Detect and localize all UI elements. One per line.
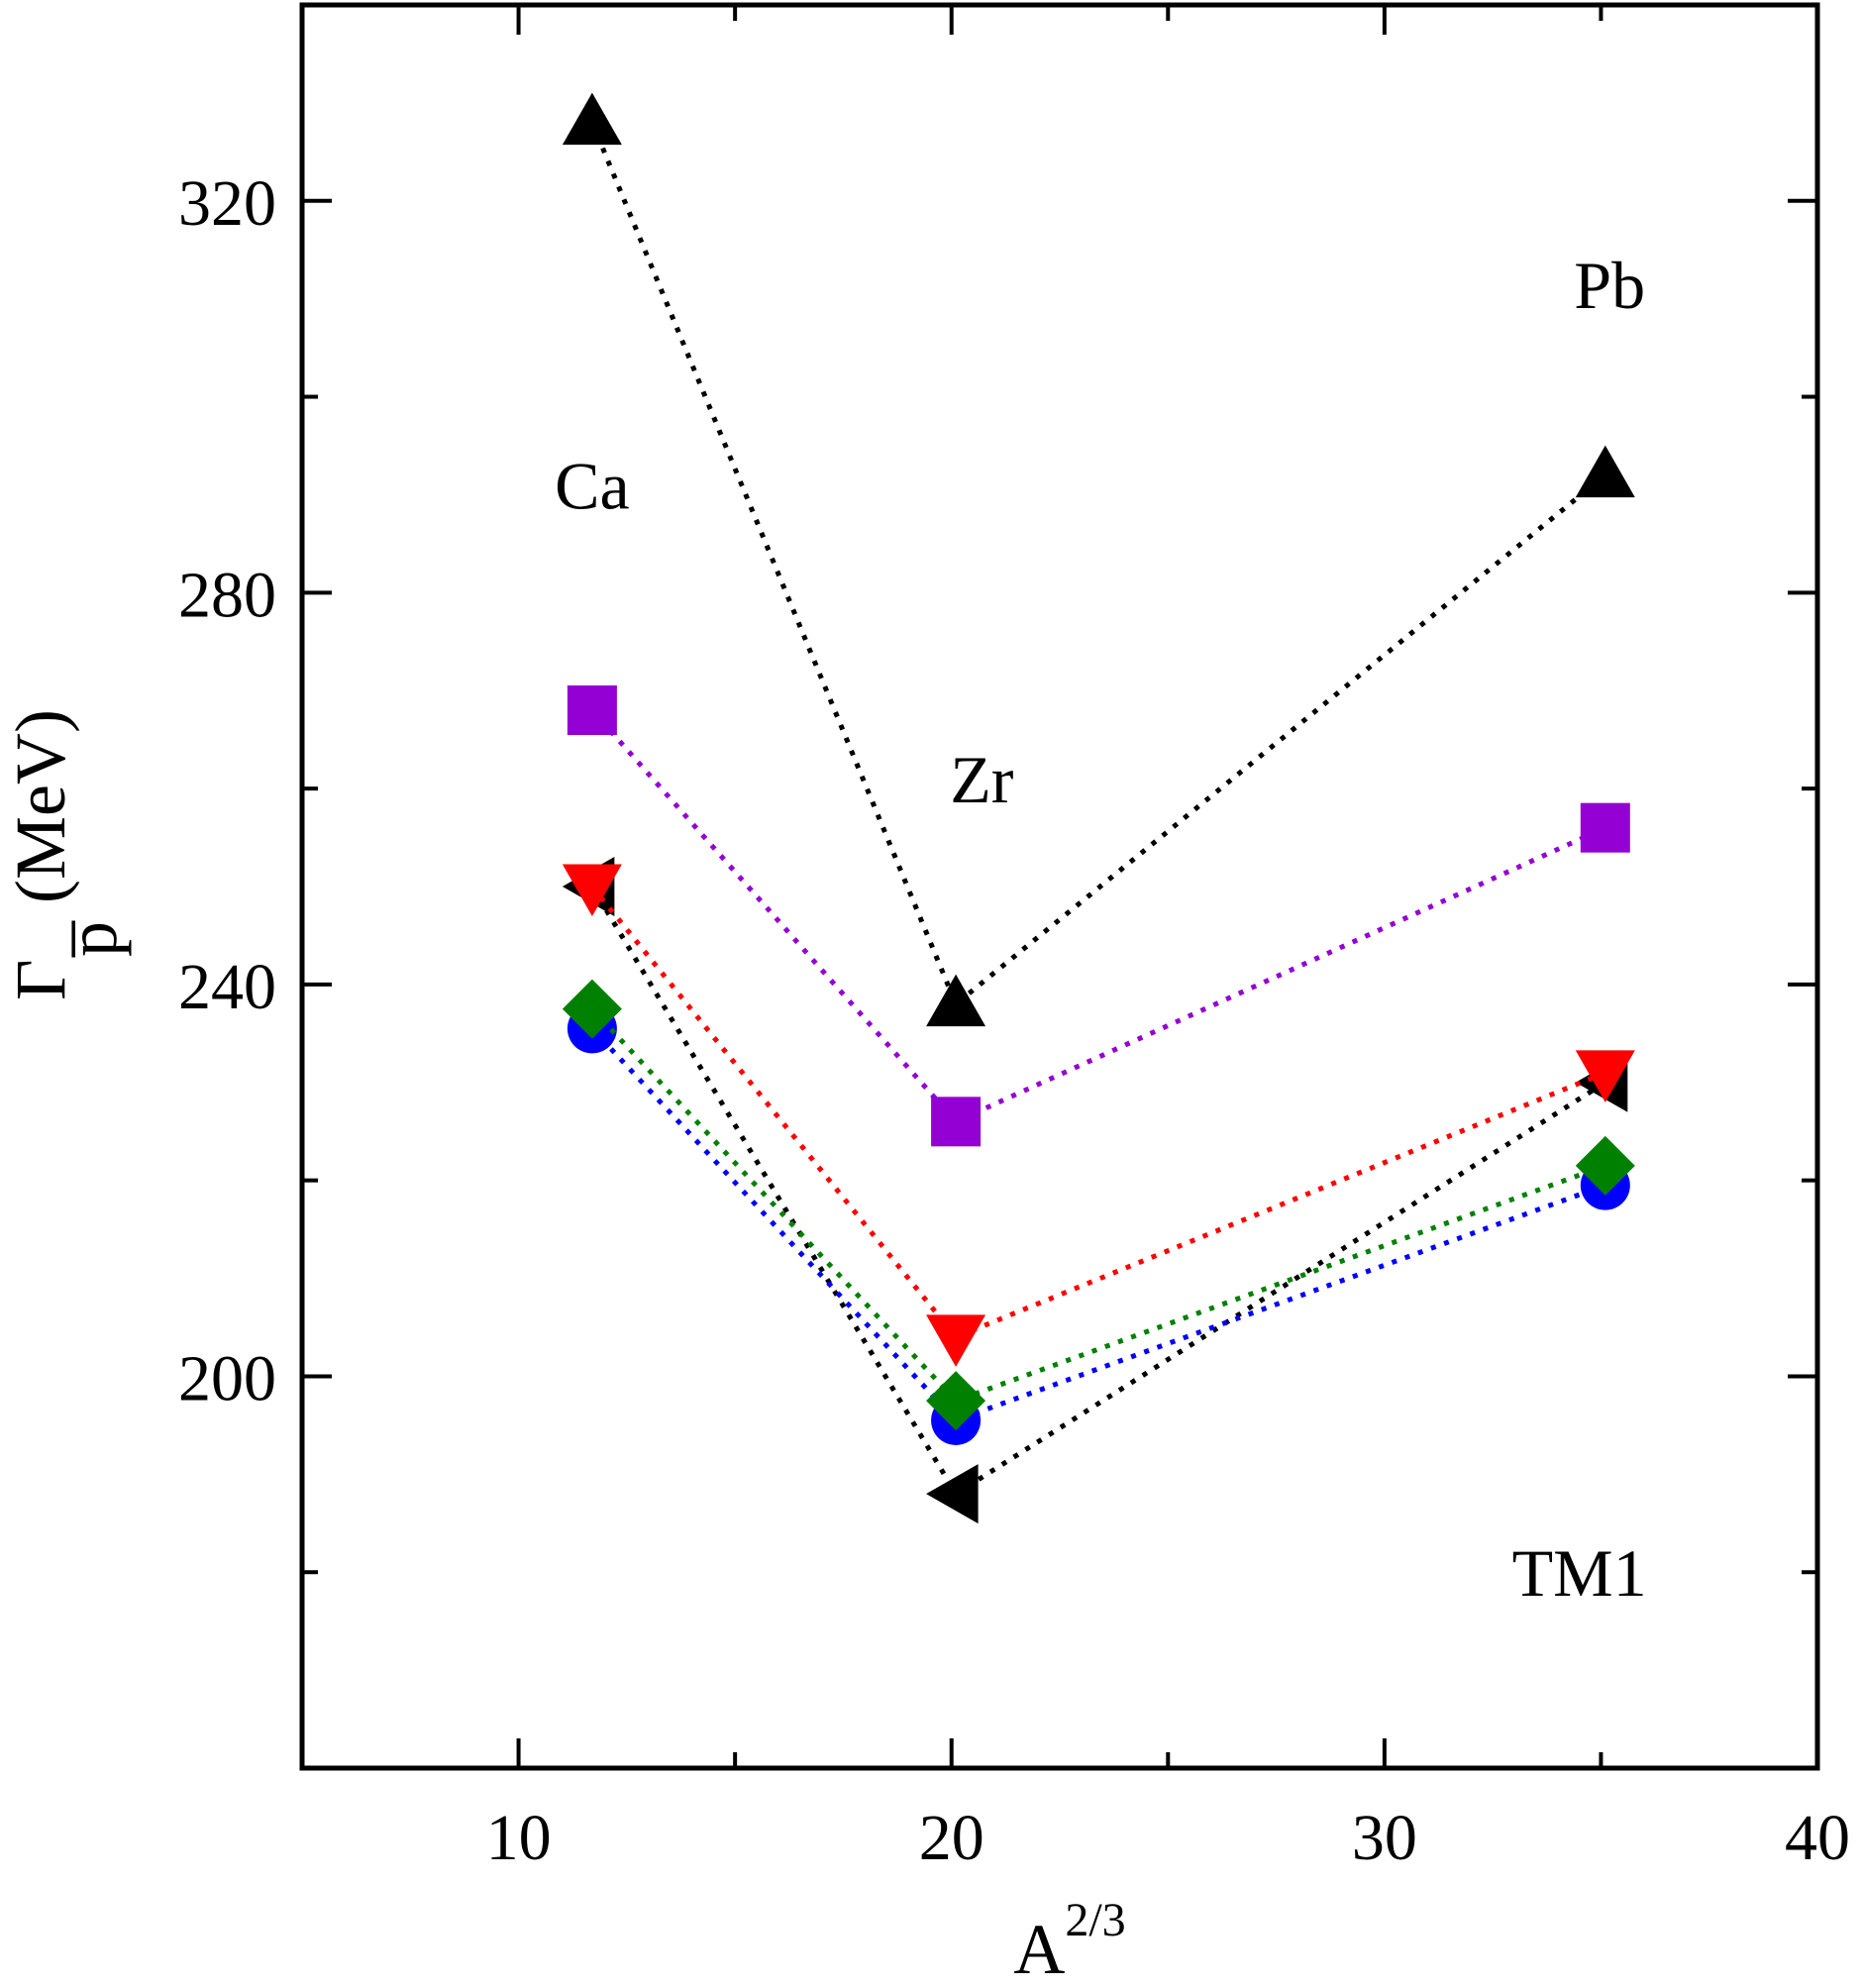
x-tick-label: 10 [486, 1802, 552, 1874]
series-line [590, 1026, 1606, 1423]
y-axis-label-subscript: p [52, 921, 132, 957]
x-tick-label: 20 [919, 1802, 984, 1874]
series-layer [562, 92, 1635, 1524]
plot-frame [299, 2, 1820, 1771]
y-tick-label: 280 [178, 559, 276, 631]
series-diamond [562, 979, 1635, 1431]
series-square [567, 685, 1630, 1147]
data-point-triangle-up [1575, 445, 1635, 498]
annotation-pb: Pb [1574, 248, 1645, 323]
series-line [590, 1006, 1606, 1405]
annotation-ca: Ca [555, 449, 630, 524]
annotation-tm1: TM1 [1512, 1535, 1647, 1611]
data-point-triangle-down [926, 1314, 986, 1367]
annotation-layer: Ca Zr Pb TM1 [555, 248, 1646, 1611]
x-axis-label: A2/3 [1013, 1894, 1125, 1988]
series-triangle-up [562, 92, 1635, 1027]
data-point-square [931, 1097, 982, 1147]
y-axis-label: Γ – p (MeV) [1, 709, 132, 1000]
series-triangle-down [562, 864, 1635, 1367]
series-line [589, 121, 1607, 1008]
series-line [589, 885, 1606, 1340]
data-point-triangle-left [926, 1464, 979, 1524]
data-point-triangle-down [1575, 1050, 1635, 1102]
data-point-square [1580, 802, 1630, 853]
series-triangle-left [562, 857, 1628, 1524]
data-point-triangle-up [926, 974, 986, 1027]
data-point-square [567, 685, 617, 735]
data-point-triangle-up [562, 92, 622, 146]
y-tick-label: 320 [178, 167, 276, 240]
data-point-triangle-down [562, 864, 622, 916]
x-axis-label-superscript: 2/3 [1065, 1894, 1125, 1946]
ticks-layer: 10 20 30 40 200 240 280 320 [178, 5, 1850, 1874]
data-point-diamond [1575, 1135, 1635, 1196]
x-axis-label-base: A [1013, 1910, 1065, 1988]
series-line [589, 885, 1607, 1498]
x-tick-label: 40 [1785, 1802, 1850, 1874]
series-circle [567, 1003, 1630, 1445]
y-axis-label-unit: (MeV) [1, 709, 80, 903]
y-tick-label: 240 [178, 951, 276, 1023]
y-axis-label-symbol: Γ [1, 959, 80, 1000]
y-axis-label-overbar: – [27, 920, 106, 958]
x-tick-label: 30 [1352, 1802, 1417, 1874]
data-point-diamond [562, 979, 622, 1039]
series-line [590, 708, 1606, 1125]
y-tick-label: 200 [178, 1342, 276, 1414]
annotation-zr: Zr [950, 742, 1014, 817]
data-point-diamond [926, 1371, 986, 1431]
